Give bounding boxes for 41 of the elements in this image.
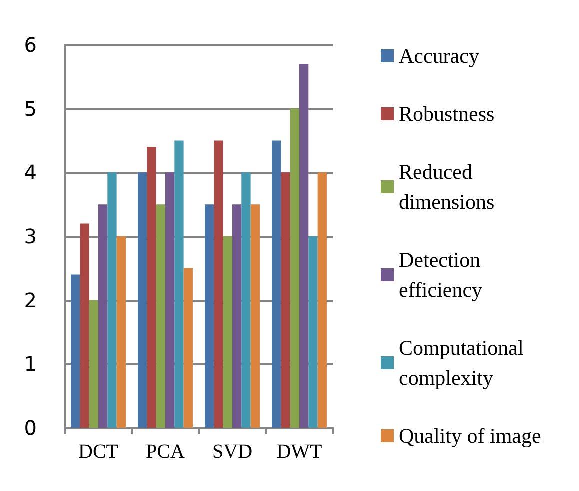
bar — [116, 236, 126, 428]
bar — [156, 204, 166, 428]
x-tick-label: DCT — [78, 441, 118, 463]
bar — [308, 236, 318, 428]
y-tick-label: 4 — [24, 160, 37, 185]
bar — [147, 147, 156, 428]
bar — [232, 204, 242, 428]
bar — [108, 172, 117, 428]
y-tick-label: 6 — [24, 33, 37, 57]
bar — [223, 236, 232, 428]
y-tick-label: 1 — [24, 352, 37, 376]
legend-label: Reduced dimensions — [399, 160, 495, 214]
y-tick-label: 0 — [24, 416, 37, 440]
bar — [290, 108, 300, 428]
bar — [242, 172, 251, 428]
bar — [250, 204, 260, 428]
legend-label: Accuracy — [399, 44, 480, 68]
bar — [166, 172, 175, 428]
x-tick-label: PCA — [146, 441, 186, 463]
bar — [174, 140, 184, 428]
bar — [98, 204, 108, 428]
legend-label: Quality of image — [399, 424, 542, 448]
bar — [205, 204, 214, 428]
y-tick-label: 3 — [24, 224, 37, 248]
bar — [89, 300, 98, 428]
bar — [300, 64, 309, 428]
y-tick-label: 5 — [24, 96, 37, 121]
bar — [80, 224, 90, 428]
legend-label: Robustness — [399, 102, 495, 126]
legend-label: Computational complexity — [399, 336, 530, 390]
x-tick-label: SVD — [212, 441, 253, 463]
y-tick-label: 2 — [24, 288, 37, 312]
bar — [272, 140, 282, 428]
x-tick-label: DWT — [276, 441, 322, 463]
bar — [71, 274, 80, 428]
bar — [214, 140, 224, 428]
bar — [281, 172, 290, 428]
bar — [138, 172, 148, 428]
legend-label: Detection efficiency — [399, 248, 486, 302]
bar — [318, 172, 327, 428]
bar — [184, 268, 193, 428]
